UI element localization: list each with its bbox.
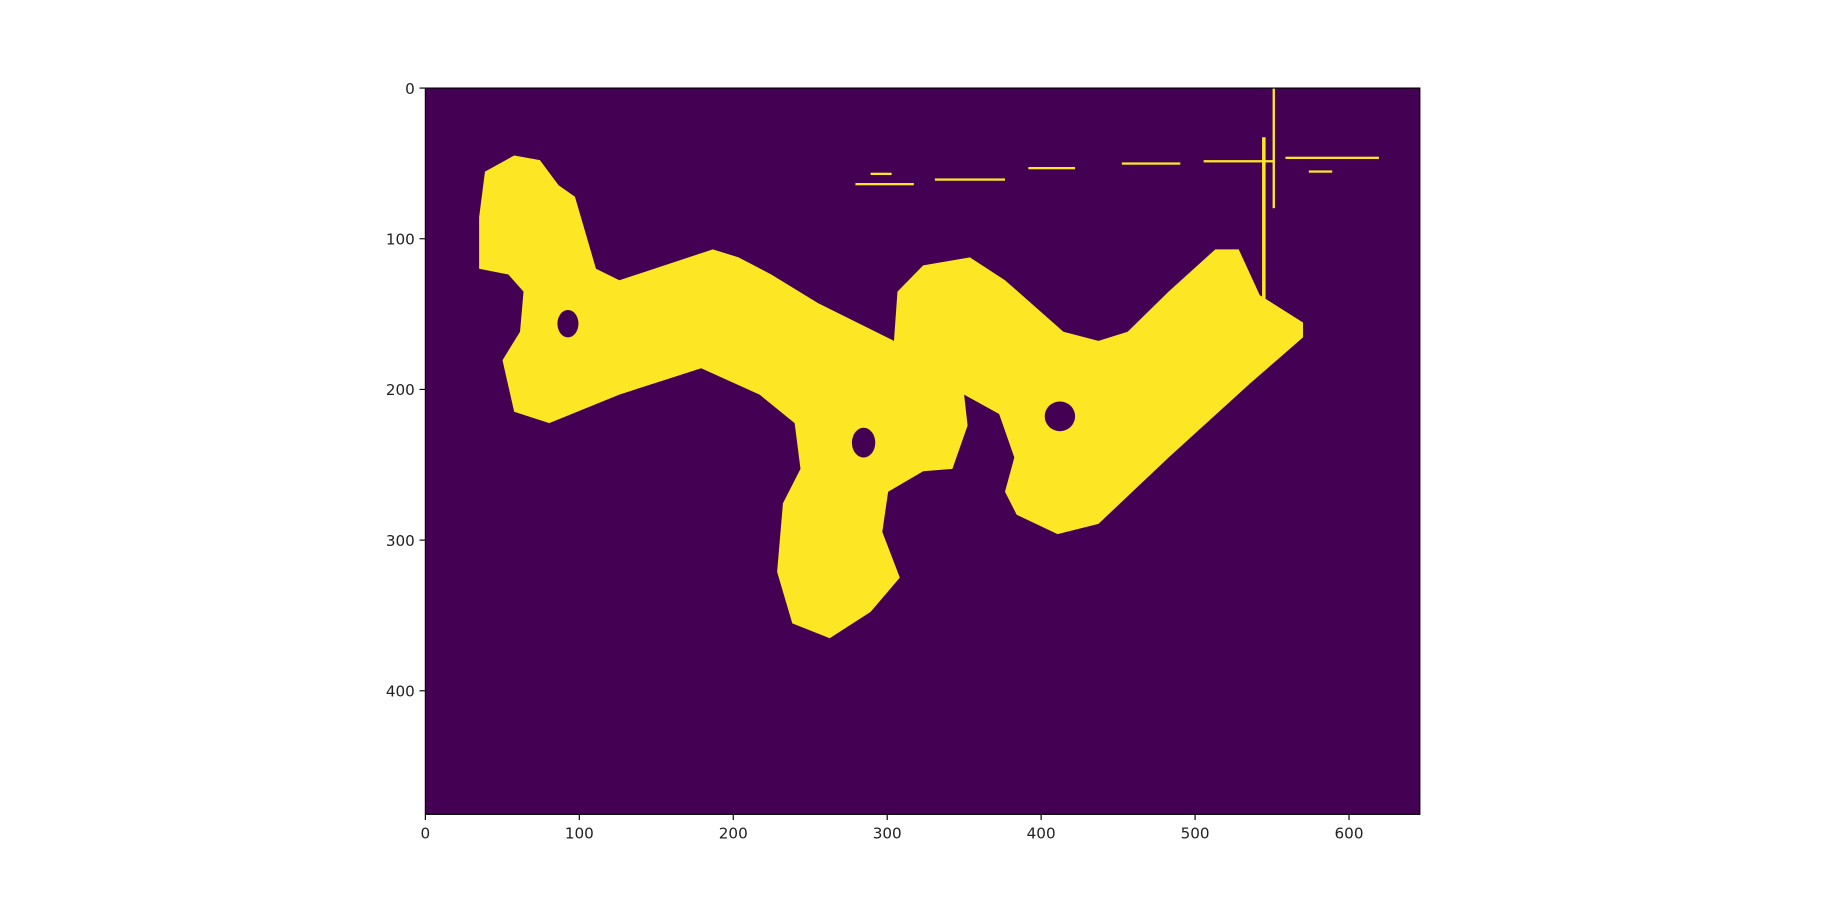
x-tick-label: 600 — [1335, 825, 1364, 843]
streak — [1262, 137, 1266, 353]
mask-hole — [1044, 401, 1076, 432]
streak — [1308, 170, 1333, 173]
axes-frame — [424, 87, 1421, 815]
streak — [1121, 162, 1181, 165]
y-tick-label: 100 — [386, 231, 415, 249]
streak — [1272, 88, 1275, 209]
y-tick-label: 300 — [386, 532, 415, 550]
noise-streaks — [855, 88, 1379, 353]
y-tick-label: 0 — [405, 80, 415, 98]
streak — [934, 178, 1005, 181]
mask-region — [479, 155, 1303, 639]
streak — [1028, 166, 1076, 170]
x-tick-label: 100 — [565, 825, 594, 843]
x-tick-label: 500 — [1181, 825, 1210, 843]
x-tick-label: 300 — [873, 825, 902, 843]
streak — [1203, 160, 1274, 163]
x-tick-label: 400 — [1027, 825, 1056, 843]
streak — [855, 183, 914, 186]
mask-hole — [557, 309, 579, 338]
x-tick-label: 0 — [421, 825, 431, 843]
x-tick-label: 200 — [719, 825, 748, 843]
y-tick-label: 200 — [386, 381, 415, 399]
streak — [870, 172, 892, 175]
image — [424, 87, 1421, 815]
streak — [1285, 156, 1379, 159]
y-tick-label: 400 — [386, 683, 415, 701]
mask-hole — [851, 427, 876, 458]
